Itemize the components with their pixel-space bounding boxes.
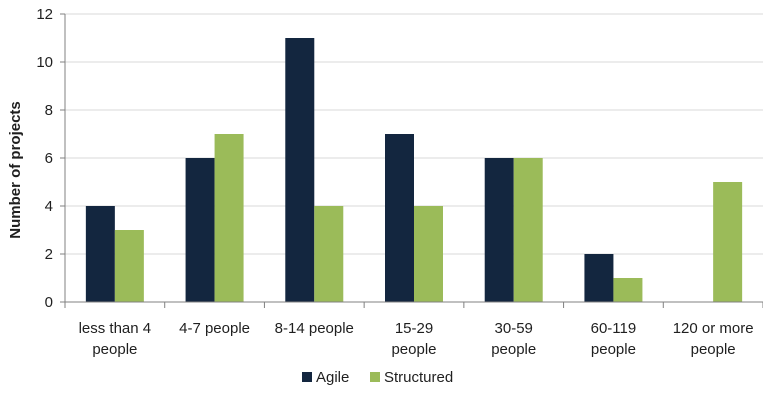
y-tick-label: 8 (45, 102, 53, 119)
y-tick-label: 10 (36, 54, 53, 71)
x-tick-label: 120 or more (673, 320, 754, 337)
legend-label-agile: Agile (316, 369, 349, 386)
bar-agile (285, 38, 315, 302)
y-tick-label: 4 (45, 198, 53, 215)
bar-agile (185, 158, 215, 302)
bars (85, 38, 743, 302)
x-tick-label: 8-14 people (275, 320, 354, 337)
bar-structured (513, 158, 543, 302)
bar-agile (584, 254, 614, 302)
legend-label-structured: Structured (384, 369, 453, 386)
y-tick-label: 12 (36, 6, 53, 23)
bar-agile (385, 134, 414, 302)
y-axis-label: Number of projects (7, 101, 24, 239)
axes (60, 13, 763, 308)
bar-agile (85, 206, 115, 302)
x-tick-label: 4-7 people (179, 320, 250, 337)
x-tick-labels: less than 4 people 4-7 people 8-14 people 15… (79, 320, 754, 358)
y-tick-labels: 0 2 4 6 8 10 12 (36, 6, 53, 311)
x-tick-label: people (92, 341, 137, 358)
y-tick-label: 6 (45, 150, 53, 167)
bar-structured (214, 134, 244, 302)
legend-swatch-agile (302, 372, 312, 382)
bar-structured (314, 206, 344, 302)
y-tick-label: 0 (45, 294, 53, 311)
bar-structured (713, 182, 743, 302)
x-tick-label: people (391, 341, 436, 358)
x-tick-label: people (591, 341, 636, 358)
y-tick-label: 2 (45, 246, 53, 263)
bar-structured (613, 278, 643, 302)
x-tick-label: 60-119 (591, 320, 637, 337)
bar-structured (414, 206, 443, 302)
legend-swatch-structured (370, 372, 380, 382)
x-tick-label: people (491, 341, 536, 358)
x-tick-label: less than 4 (79, 320, 152, 337)
x-tick-label: people (691, 341, 736, 358)
legend: Agile Structured (302, 369, 453, 386)
x-tick-label: 30-59 (495, 320, 533, 337)
x-tick-label: 15-29 (395, 320, 433, 337)
bar-agile (484, 158, 514, 302)
bar-structured (114, 230, 144, 302)
